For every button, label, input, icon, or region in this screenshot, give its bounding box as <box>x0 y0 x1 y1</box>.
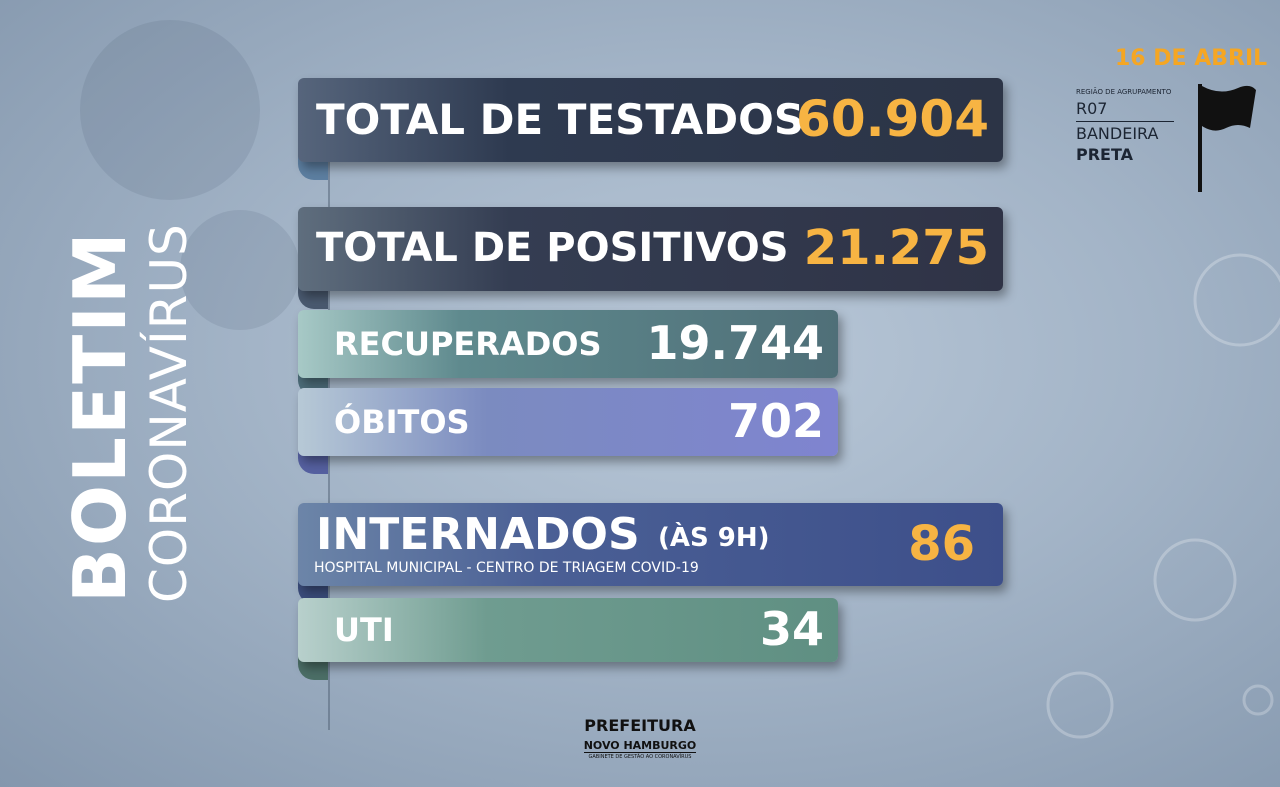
black-flag <box>1198 84 1256 192</box>
region-code: R07 <box>1076 99 1108 118</box>
date: 16 DE ABRIL <box>1115 46 1268 71</box>
stat-label: RECUPERADOS <box>334 324 602 363</box>
stat-value: 86 <box>908 515 975 572</box>
stat-value: 19.744 <box>646 316 824 371</box>
title: BOLETIM <box>58 230 142 603</box>
stat-label: ÓBITOS <box>334 402 470 441</box>
subtitle: CORONAVÍRUS <box>140 223 198 603</box>
stat-value: 34 <box>759 602 824 657</box>
stat-banner: ÓBITOS 702 <box>298 388 838 456</box>
stat-label: TOTAL DE POSITIVOS <box>316 225 789 271</box>
stat-value: 21.275 <box>803 220 989 277</box>
stat-label: TOTAL DE TESTADOS <box>316 94 805 144</box>
stat-value: 702 <box>727 394 824 449</box>
stat-banner: UTI 34 <box>298 598 838 662</box>
flag-line2: PRETA <box>1076 145 1134 164</box>
stat-label: INTERNADOS <box>316 509 640 560</box>
footer-logo: PREFEITURA NOVO HAMBURGO GABINETE DE GES… <box>560 718 720 761</box>
stat-banner: TOTAL DE POSITIVOS 21.275 <box>298 207 1003 291</box>
stat-note: (ÀS 9H) <box>658 523 770 553</box>
stat-label: UTI <box>334 610 394 649</box>
footer-office: GABINETE DE GESTÃO AO CORONAVÍRUS <box>588 754 692 760</box>
divider <box>1076 121 1174 122</box>
footer-city: NOVO HAMBURGO <box>583 739 697 753</box>
stat-banner: INTERNADOS (ÀS 9H) HOSPITAL MUNICIPAL - CE… <box>298 503 1003 586</box>
footer-org: PREFEITURA <box>584 716 696 735</box>
stat-banner: TOTAL DE TESTADOS 60.904 <box>298 78 1003 162</box>
stat-detail: HOSPITAL MUNICIPAL - CENTRO DE TRIAGEM C… <box>314 560 699 576</box>
stat-value: 60.904 <box>796 90 989 148</box>
region-label: REGIÃO DE AGRUPAMENTO <box>1076 88 1172 96</box>
stat-banner: RECUPERADOS 19.744 <box>298 310 838 378</box>
flag-line1: BANDEIRA <box>1076 124 1159 143</box>
